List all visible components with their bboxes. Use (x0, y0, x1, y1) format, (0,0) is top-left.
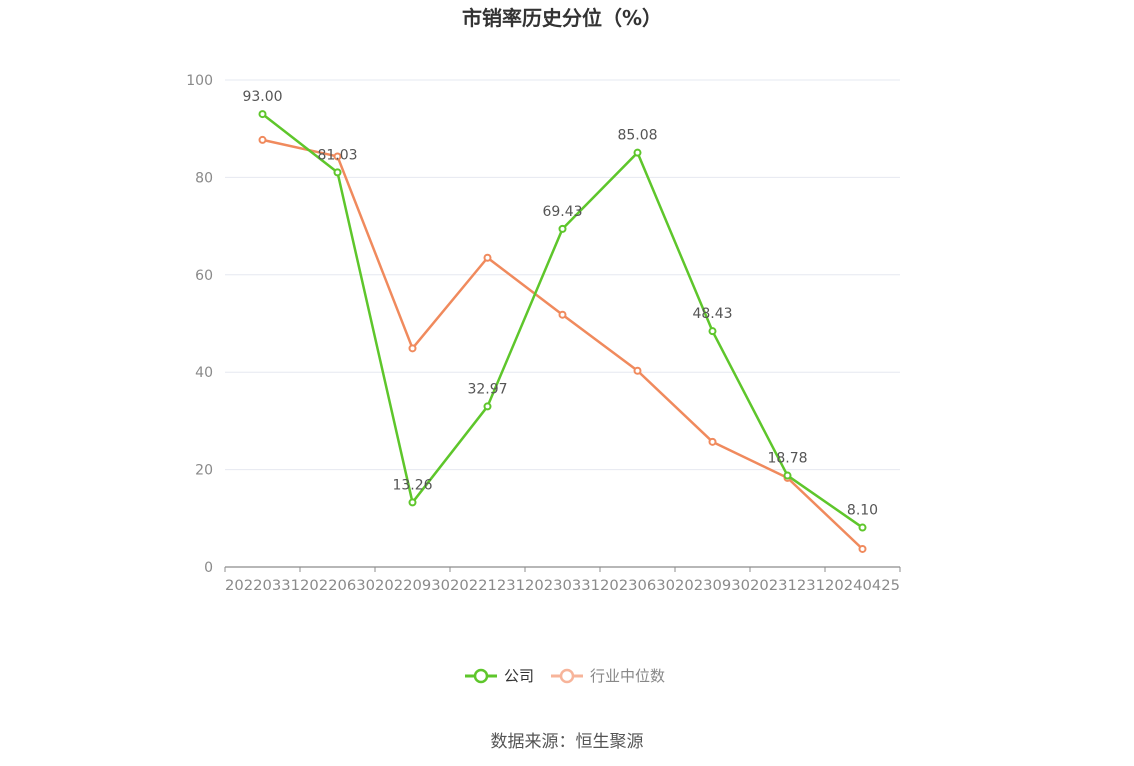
data-label: 32.97 (467, 381, 507, 397)
data-point (708, 327, 717, 336)
data-point (333, 168, 342, 177)
legend-label: 行业中位数 (590, 667, 665, 685)
legend-marker (473, 668, 489, 684)
data-point (483, 253, 492, 262)
data-point (258, 135, 267, 144)
data-label: 93.00 (242, 89, 282, 105)
data-point (333, 152, 342, 161)
x-tick-label: 20220930 (375, 578, 450, 594)
x-tick-label: 20230930 (675, 578, 750, 594)
legend-item-1[interactable]: 行业中位数 (551, 667, 665, 685)
data-labels: 93.00 81.03 13.26 32.97 69.43 85.08 48.43 18.78… (242, 89, 878, 518)
y-axis-ticks: 0 20 40 60 80 100 (186, 73, 213, 576)
x-tick-label: 20220331 (225, 578, 300, 594)
data-point (633, 148, 642, 157)
legend[interactable]: 公司 行业中位数 (465, 667, 665, 685)
source-note: 数据来源：恒生聚源 (491, 732, 644, 752)
chart-title: 市销率历史分位（%） (462, 6, 662, 30)
x-tick-label: 20230331 (525, 578, 600, 594)
x-tick-label: 20220630 (300, 578, 375, 594)
data-label: 69.43 (542, 204, 582, 220)
x-tick-label: 20240425 (825, 578, 900, 594)
y-tick-label: 60 (195, 268, 213, 284)
legend-label: 公司 (504, 667, 534, 685)
y-tick-label: 20 (195, 463, 213, 479)
data-label: 81.03 (317, 147, 357, 163)
data-label: 85.08 (617, 128, 657, 144)
data-point (408, 344, 417, 353)
x-tick-label: 20231231 (750, 578, 825, 594)
series-group (258, 110, 867, 553)
data-point (708, 437, 717, 446)
y-tick-label: 100 (186, 73, 213, 89)
series-line-1 (262, 138, 864, 550)
data-point (408, 498, 417, 507)
y-tick-label: 40 (195, 365, 213, 381)
data-point (858, 523, 867, 532)
grid-lines (225, 79, 900, 471)
data-label: 8.10 (847, 503, 878, 519)
x-axis: 20220331 20220630 20220930 20221231 20230331… (224, 566, 901, 594)
data-label: 18.78 (767, 451, 807, 467)
data-point (258, 110, 267, 119)
y-tick-label: 80 (195, 170, 213, 186)
y-tick-label: 0 (204, 560, 213, 576)
x-tick-label: 20230630 (600, 578, 675, 594)
data-point (558, 224, 567, 233)
data-point (858, 544, 867, 553)
legend-marker (559, 668, 575, 684)
data-point (483, 402, 492, 411)
data-point (558, 310, 567, 319)
legend-item-0[interactable]: 公司 (465, 667, 534, 685)
data-point (633, 366, 642, 375)
x-tick-label: 20221231 (450, 578, 525, 594)
data-label: 13.26 (392, 477, 432, 493)
data-point (783, 471, 792, 480)
data-label: 48.43 (692, 306, 732, 322)
